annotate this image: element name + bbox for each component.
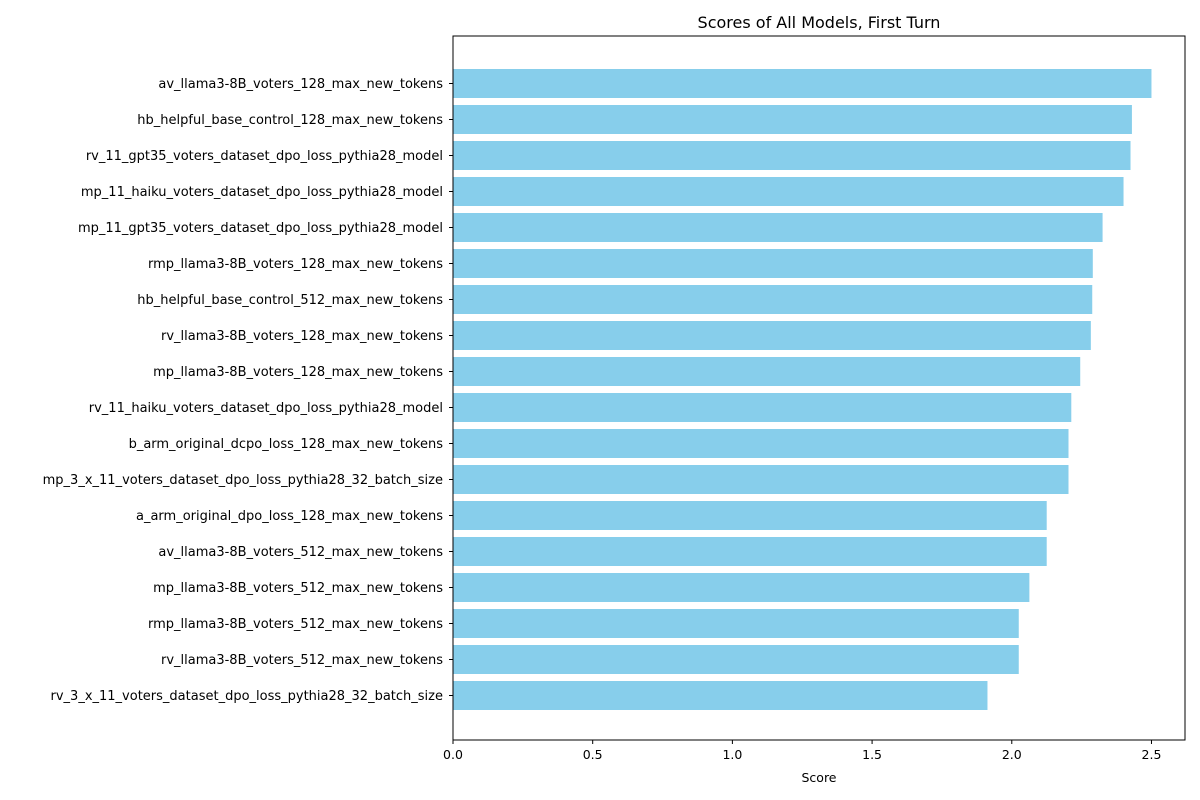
category-label: rmp_llama3-8B_voters_512_max_new_tokens (148, 617, 443, 632)
bar (453, 357, 1081, 386)
bar (453, 645, 1019, 674)
x-tick-label: 0.5 (583, 747, 603, 762)
category-label: b_arm_original_dcpo_loss_128_max_new_tok… (129, 437, 444, 452)
bar (453, 609, 1019, 638)
category-label: rv_llama3-8B_voters_128_max_new_tokens (161, 329, 443, 344)
category-label: mp_llama3-8B_voters_128_max_new_tokens (153, 365, 443, 380)
category-label: av_llama3-8B_voters_128_max_new_tokens (158, 77, 443, 92)
bar (453, 249, 1093, 278)
category-label: rv_11_gpt35_voters_dataset_dpo_loss_pyth… (86, 149, 443, 164)
bar (453, 141, 1131, 170)
bar (453, 177, 1124, 206)
bar (453, 321, 1091, 350)
x-tick-label: 2.0 (1002, 747, 1022, 762)
bar (453, 393, 1072, 422)
bar (453, 465, 1069, 494)
bar (453, 681, 988, 710)
plot-frame (452, 35, 1186, 741)
bar (453, 573, 1030, 602)
x-tick-label: 2.5 (1142, 747, 1162, 762)
x-tick-label: 0.0 (443, 747, 463, 762)
category-label: hb_helpful_base_control_512_max_new_toke… (137, 293, 443, 308)
category-label: rv_3_x_11_voters_dataset_dpo_loss_pythia… (51, 689, 443, 704)
category-label: mp_11_gpt35_voters_dataset_dpo_loss_pyth… (78, 221, 443, 236)
category-labels-group: av_llama3-8B_voters_128_max_new_tokenshb… (43, 77, 453, 704)
category-label: rv_11_haiku_voters_dataset_dpo_loss_pyth… (89, 401, 443, 416)
bar (453, 429, 1069, 458)
x-axis-label: Score (801, 770, 836, 785)
x-tick-label: 1.0 (722, 747, 742, 762)
bar (453, 213, 1103, 242)
category-label: mp_3_x_11_voters_dataset_dpo_loss_pythia… (43, 473, 443, 488)
x-tick-label: 1.5 (862, 747, 882, 762)
category-label: rv_llama3-8B_voters_512_max_new_tokens (161, 653, 443, 668)
category-label: hb_helpful_base_control_128_max_new_toke… (137, 113, 443, 128)
bar (453, 537, 1047, 566)
category-label: mp_llama3-8B_voters_512_max_new_tokens (153, 581, 443, 596)
bars-group (453, 69, 1152, 710)
category-label: av_llama3-8B_voters_512_max_new_tokens (158, 545, 443, 560)
category-label: mp_11_haiku_voters_dataset_dpo_loss_pyth… (81, 185, 443, 200)
bar (453, 105, 1132, 134)
chart-title: Scores of All Models, First Turn (698, 13, 941, 32)
bar (453, 69, 1152, 98)
category-label: rmp_llama3-8B_voters_128_max_new_tokens (148, 257, 443, 272)
bar (453, 285, 1093, 314)
category-label: a_arm_original_dpo_loss_128_max_new_toke… (136, 509, 443, 524)
bar (453, 501, 1047, 530)
x-ticks-group: 0.0 0.5 1.0 1.5 2.0 2.5 (443, 740, 1161, 762)
